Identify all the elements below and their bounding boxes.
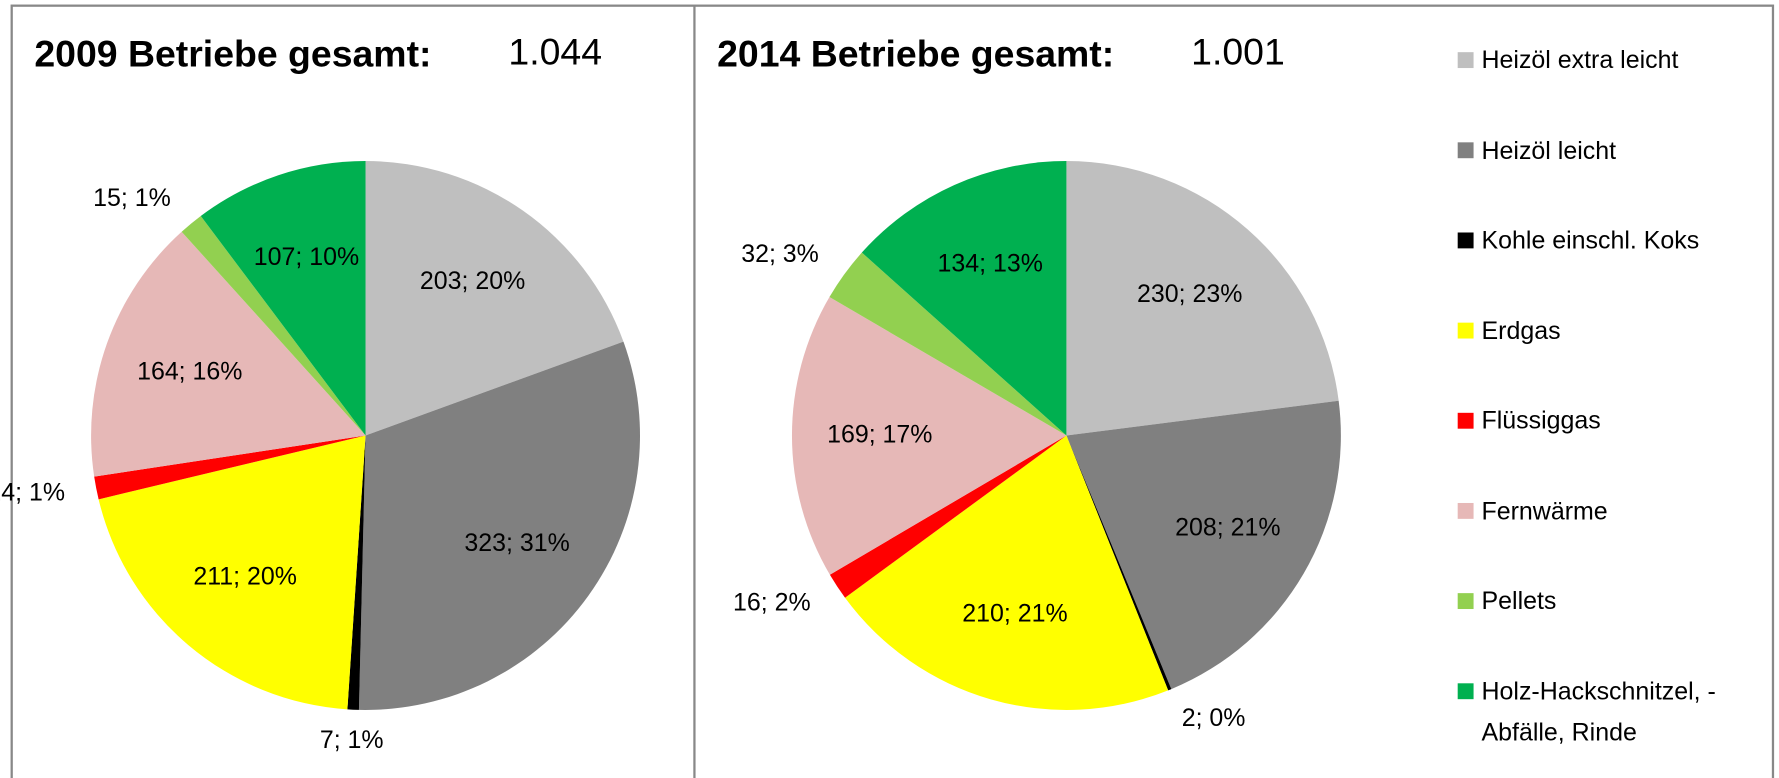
legend-item: Fernwärme bbox=[1481, 496, 1608, 525]
data-label: 7; 1% bbox=[320, 726, 384, 754]
data-label: 15; 1% bbox=[93, 184, 171, 212]
legend-item: Flüssiggas bbox=[1481, 406, 1601, 435]
pie-slice bbox=[94, 435, 366, 500]
data-label: 208; 21% bbox=[1175, 514, 1280, 542]
data-label: 203; 20% bbox=[420, 267, 525, 295]
data-label: 107; 10% bbox=[254, 243, 359, 271]
chart-total: 1.044 bbox=[508, 30, 602, 72]
data-label: 230; 23% bbox=[1137, 280, 1242, 308]
legend-label: Pellets bbox=[1481, 586, 1557, 615]
legend-item: Kohle einschl. Koks bbox=[1481, 225, 1700, 255]
pie-slice bbox=[829, 252, 1067, 436]
legend-label: Flüssiggas bbox=[1481, 406, 1601, 435]
pie-slice bbox=[1066, 435, 1172, 691]
legend-label: Erdgas bbox=[1481, 315, 1561, 345]
data-label: 16; 2% bbox=[733, 588, 811, 616]
legend-item: Erdgas bbox=[1481, 315, 1561, 345]
legend-item: Heizöl leicht bbox=[1481, 135, 1617, 164]
pie-slice bbox=[358, 341, 640, 710]
legend-label: Heizöl extra leicht bbox=[1481, 45, 1679, 74]
legend-swatch bbox=[1457, 142, 1474, 159]
legend-swatch bbox=[1457, 412, 1474, 429]
pie-slice bbox=[1066, 400, 1341, 690]
pie-slice bbox=[791, 297, 1067, 575]
legend-swatch bbox=[1457, 502, 1474, 519]
legend-label: Kohle einschl. Koks bbox=[1481, 225, 1700, 255]
chart-title: 2014 Betriebe gesamt: bbox=[717, 33, 1114, 75]
pie-slice bbox=[861, 161, 1067, 436]
data-label: 2; 0% bbox=[1182, 704, 1246, 732]
pie-slice bbox=[91, 231, 366, 477]
pie-slice bbox=[1066, 161, 1339, 436]
legend-label: Heizöl leicht bbox=[1481, 135, 1617, 164]
pie-slice bbox=[365, 161, 624, 436]
data-label: 134; 13% bbox=[938, 250, 1043, 278]
data-label: 169; 17% bbox=[827, 420, 932, 448]
legend-swatch bbox=[1457, 683, 1474, 700]
chart-total: 1.001 bbox=[1191, 30, 1285, 72]
pie-slice bbox=[98, 435, 366, 710]
legend-item: Holz-Hackschnitzel, -Abfälle, Rinde bbox=[1481, 676, 1716, 746]
data-label: 211; 20% bbox=[193, 563, 297, 591]
chart-title: 2009 Betriebe gesamt: bbox=[34, 33, 431, 75]
pie-slice bbox=[845, 435, 1169, 710]
legend-swatch bbox=[1457, 52, 1474, 69]
pie-slice bbox=[347, 435, 366, 710]
legend-swatch bbox=[1457, 322, 1474, 339]
data-label: 164; 16% bbox=[137, 357, 242, 385]
legend-item: Heizöl extra leicht bbox=[1481, 45, 1679, 74]
pie-slice bbox=[181, 216, 366, 436]
data-label: 32; 3% bbox=[741, 240, 819, 268]
data-label: 14; 1% bbox=[0, 479, 65, 507]
pie-slice bbox=[829, 435, 1067, 598]
data-label: 210; 21% bbox=[962, 599, 1067, 627]
legend-item: Pellets bbox=[1481, 586, 1557, 615]
pie-slice bbox=[200, 161, 366, 436]
legend-label: Holz-Hackschnitzel, -Abfälle, Rinde bbox=[1481, 676, 1716, 746]
legend-label: Fernwärme bbox=[1481, 496, 1608, 525]
legend-swatch bbox=[1457, 232, 1474, 249]
legend-swatch bbox=[1457, 593, 1474, 610]
data-label: 323; 31% bbox=[464, 529, 569, 557]
